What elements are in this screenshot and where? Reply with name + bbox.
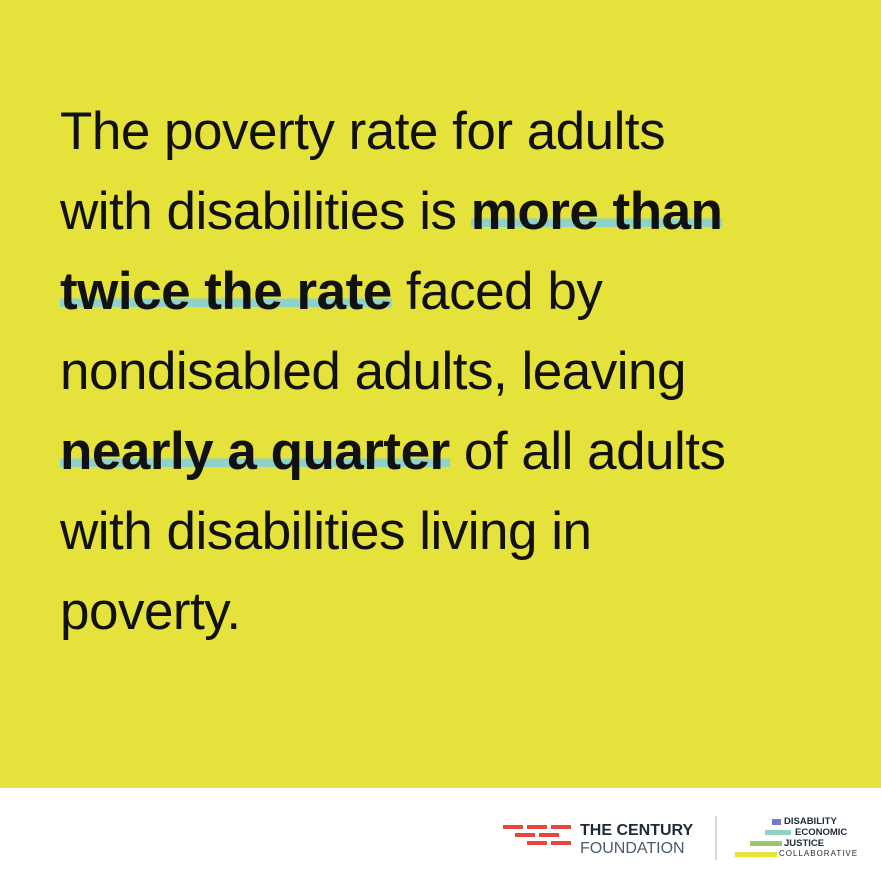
quote: The poverty rate for adults with disabili… (60, 92, 726, 652)
highlighted-text: nearly a quarter (60, 422, 450, 481)
century-mark (503, 825, 571, 845)
text: of all adults (449, 422, 726, 481)
collab-line: JUSTICE (784, 838, 825, 849)
collab-line: DISABILITY (784, 816, 837, 827)
footer: THE CENTURY FOUNDATION DISABILITY ECONOM… (0, 788, 881, 880)
text: poverty. (60, 582, 241, 641)
highlighted-text: twice the rate (60, 262, 392, 321)
quote-line: nondisabled adults, leaving (60, 332, 726, 412)
bar-teal (765, 830, 791, 835)
bar-yellow (735, 852, 777, 857)
collab-line: COLLABORATIVE (779, 849, 859, 858)
text: with disabilities living in (60, 502, 592, 561)
text: faced by (391, 262, 603, 321)
text: nondisabled adults, leaving (60, 342, 686, 401)
century-line1: THE CENTURY (580, 822, 694, 839)
highlighted-text: more than (470, 182, 723, 241)
quote-panel: The poverty rate for adults with disabili… (0, 0, 881, 788)
text: The poverty rate for adults (60, 102, 666, 161)
century-line2: FOUNDATION (580, 840, 685, 857)
quote-line: nearly a quarter of all adults (60, 412, 726, 492)
quote-line: poverty. (60, 572, 726, 652)
quote-line: twice the rate faced by (60, 252, 726, 332)
quote-line: with disabilities is more than (60, 172, 726, 252)
collab-line: ECONOMIC (795, 827, 848, 838)
quote-line: with disabilities living in (60, 492, 726, 572)
logo-shapes (503, 816, 791, 860)
bar-blue (772, 819, 781, 825)
bar-green (750, 841, 782, 846)
text: with disabilities is (60, 182, 471, 241)
quote-line: The poverty rate for adults (60, 92, 726, 172)
